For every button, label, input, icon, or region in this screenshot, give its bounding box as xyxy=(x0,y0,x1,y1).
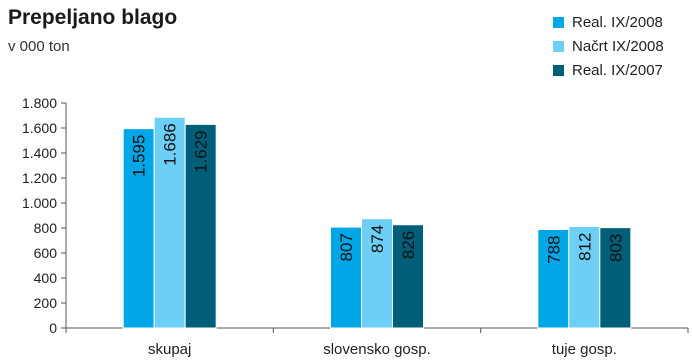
legend-item: Real. IX/2008 xyxy=(553,10,664,34)
bar xyxy=(568,226,601,329)
x-category-label: slovensko gosp. xyxy=(323,341,431,358)
y-tick-label: 800 xyxy=(34,220,58,236)
legend-item: Real. IX/2007 xyxy=(553,58,664,82)
y-tick-label: 400 xyxy=(34,270,58,286)
data-label: 874 xyxy=(368,225,387,253)
legend-swatch xyxy=(553,16,564,28)
x-category-label: skupaj xyxy=(148,341,191,358)
legend-label: Načrt IX/2008 xyxy=(572,37,664,55)
bar xyxy=(361,218,393,329)
bar xyxy=(537,229,570,329)
y-tick-label: 1.000 xyxy=(22,195,57,211)
legend-swatch xyxy=(553,40,564,52)
legend: Real. IX/2008 Načrt IX/2008 Real. IX/200… xyxy=(553,10,664,82)
chart-title: Prepeljano blago xyxy=(8,6,178,29)
data-label: 826 xyxy=(399,231,418,259)
data-label: 1.595 xyxy=(130,135,149,178)
data-label: 812 xyxy=(575,233,594,261)
data-label: 1.686 xyxy=(161,123,180,166)
y-tick-label: 200 xyxy=(34,295,58,311)
y-tick-label: 1.200 xyxy=(22,170,57,186)
legend-label: Real. IX/2007 xyxy=(572,61,663,79)
legend-label: Real. IX/2008 xyxy=(572,13,663,31)
data-label: 788 xyxy=(544,236,563,264)
y-tick-label: 1.800 xyxy=(22,95,57,111)
legend-item: Načrt IX/2008 xyxy=(553,34,664,58)
legend-swatch xyxy=(553,64,564,76)
y-tick-label: 1.400 xyxy=(22,145,57,161)
bar xyxy=(330,226,362,329)
y-tick-label: 1.600 xyxy=(22,120,57,136)
bar xyxy=(392,224,424,329)
bar xyxy=(153,116,186,329)
bar xyxy=(599,227,632,329)
bar xyxy=(184,123,217,329)
x-category-label: tuje gosp. xyxy=(552,341,617,358)
y-tick-label: 0 xyxy=(49,320,57,336)
data-label: 807 xyxy=(337,233,356,261)
data-label: 1.629 xyxy=(192,130,211,173)
y-tick-label: 600 xyxy=(34,245,58,261)
data-label: 803 xyxy=(606,234,625,262)
chart-subtitle: v 000 ton xyxy=(8,38,70,55)
